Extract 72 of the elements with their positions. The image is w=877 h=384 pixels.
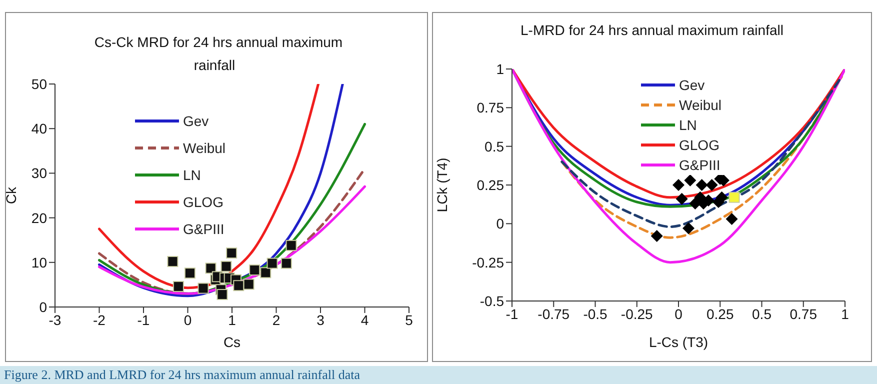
y-tick-label: 40 [31,120,48,137]
x-tick-label: 0.25 [706,306,734,322]
y-tick-label: 30 [31,165,48,182]
x-tick-label: 0.75 [790,306,818,322]
legend-label: GLOG [679,137,720,153]
point [260,267,272,278]
y-tick-label: 50 [31,76,48,92]
legend-label: Gev [679,77,705,93]
y-axis-title: LCk (T4) [434,158,450,212]
legend-label: G&PIII [183,220,224,236]
point [216,289,228,300]
point [706,179,718,191]
x-tick-label: 0 [674,306,683,322]
x-axis-title: Cs [223,334,241,350]
y-tick-label: 0.75 [476,100,504,116]
point [198,282,209,294]
point [243,278,254,290]
point [684,174,696,186]
y-tick-label: -0.5 [480,292,504,309]
legend-label: Weibul [679,97,722,113]
x-tick-label: 5 [405,312,414,328]
x-tick-label: -1 [506,306,518,322]
y-tick-label: 0 [496,216,504,232]
line-series [512,69,845,264]
point [650,230,663,242]
point [184,268,196,279]
y-tick-label: 10 [31,254,48,270]
point [205,262,216,274]
y-tick-label: 0.25 [476,176,504,193]
x-tick-label: 2 [272,312,280,328]
x-tick-label: 4 [360,312,369,328]
x-tick-label: -0.5 [583,306,608,322]
point [249,264,260,276]
point [220,260,232,272]
x-tick-label: 0.5 [752,306,772,322]
x-tick-label: 1 [228,312,236,328]
point [286,240,297,251]
legend-label: G&PIII [679,157,720,173]
point [280,258,292,269]
y-tick-label: 1 [496,60,504,77]
y-tick-label: 0.5 [484,138,504,154]
point [266,258,278,269]
point [728,192,740,203]
x-tick-label: 0 [184,312,192,328]
y-tick-label: 20 [31,210,48,226]
legend-label: LN [183,166,201,182]
y-tick-label: -0.25 [472,254,504,270]
point [233,280,244,292]
point [172,280,184,292]
x-tick-label: 3 [316,312,325,328]
point [672,179,684,191]
legend-label: GLOG [183,194,224,210]
x-tick-label: -3 [48,312,62,328]
point [676,192,688,205]
legend-label: LN [679,117,697,133]
x-tick-label: -0.75 [538,306,570,322]
x-tick-label: -0.25 [620,306,654,322]
x-tick-label: 1 [841,306,850,322]
x-tick-label: -1 [137,312,150,328]
x-tick-label: -2 [93,312,106,328]
point [167,256,178,268]
point [696,179,708,191]
point [682,222,694,234]
point [726,213,738,226]
chart-title: Cs-Ck MRD for 24 hrs annual maximum rainfall [90,34,343,73]
x-axis-title: L-Cs (T3) [648,334,708,350]
caption: Figure 2. MRD and LMRD for 24 hrs maximum annual rainfall data [4,367,360,382]
legend-label: Weibul [183,140,226,156]
chart-title: L-MRD for 24 hrs annual maximum rainfall [516,22,788,38]
legend-label: Gev [183,112,209,128]
point [226,248,238,259]
y-axis-title: Ck [2,186,19,204]
